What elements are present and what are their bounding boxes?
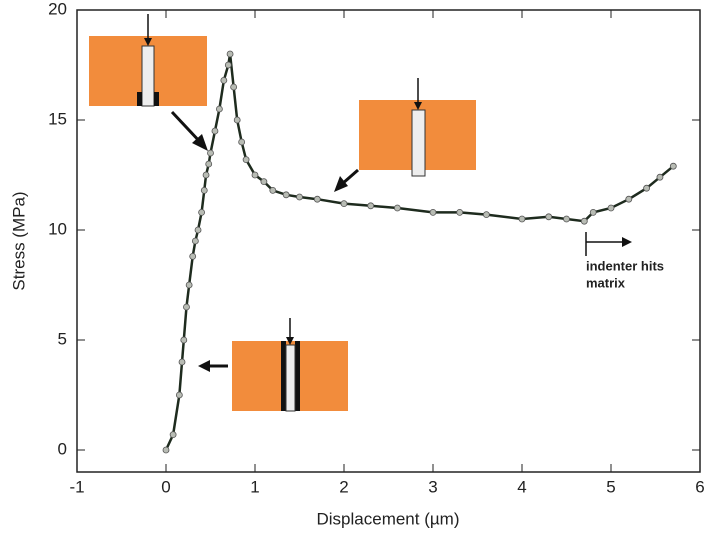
x-tick-label: 0 — [161, 477, 170, 496]
data-point — [175, 391, 183, 399]
x-axis-label: Displacement (µm) — [317, 509, 460, 528]
annotation: matrix — [586, 275, 626, 290]
data-point — [191, 237, 199, 245]
data-point — [669, 162, 677, 170]
data-point — [429, 208, 437, 216]
data-point — [226, 50, 234, 58]
x-tick-label: 1 — [250, 477, 259, 496]
data-point — [180, 336, 188, 344]
data-point — [456, 208, 464, 216]
data-point — [393, 204, 401, 212]
data-point — [589, 208, 597, 216]
x-tick-label: 3 — [428, 477, 437, 496]
data-point — [313, 195, 321, 203]
data-point — [230, 83, 238, 91]
data-point — [607, 204, 615, 212]
data-point — [367, 202, 375, 210]
data-point — [169, 431, 177, 439]
data-point — [198, 208, 206, 216]
data-point — [220, 77, 228, 84]
data-point — [545, 213, 553, 221]
inset-top-left — [89, 14, 207, 107]
data-point — [189, 252, 197, 260]
data-point — [482, 211, 490, 219]
data-point — [178, 358, 186, 366]
data-point — [238, 138, 246, 146]
data-point — [205, 160, 213, 168]
x-tick-label: 2 — [339, 477, 348, 496]
data-point — [185, 281, 193, 289]
data-point — [183, 303, 190, 311]
annotation: indenter hits — [586, 258, 664, 273]
plot-frame — [76, 9, 701, 473]
data-point — [340, 200, 348, 208]
data-point — [580, 217, 588, 225]
data-point — [563, 215, 570, 223]
y-tick-label: 0 — [58, 439, 67, 458]
data-point — [211, 127, 219, 135]
data-point — [296, 193, 303, 201]
inset-middle — [359, 78, 476, 177]
data-point — [242, 156, 250, 164]
data-point — [224, 61, 232, 69]
data-point — [162, 446, 170, 454]
data-point — [200, 186, 208, 194]
data-point — [194, 226, 202, 234]
data-point — [269, 186, 277, 194]
y-tick-label: 20 — [48, 0, 67, 18]
pointer-arrows — [170, 110, 632, 372]
data-line — [164, 53, 675, 451]
x-tick-label: 6 — [695, 477, 704, 496]
x-tick-label: -1 — [69, 477, 84, 496]
y-tick-label: 10 — [48, 219, 67, 238]
x-tick-label: 4 — [517, 477, 526, 496]
inset-bottom — [232, 318, 348, 412]
data-point — [207, 149, 214, 157]
data-point — [625, 195, 633, 203]
x-tick-label: 5 — [606, 477, 615, 496]
y-tick-label: 5 — [58, 329, 67, 348]
data-point — [202, 171, 210, 179]
data-point — [251, 171, 259, 179]
data-point — [282, 191, 290, 199]
data-point — [656, 173, 664, 181]
data-point — [518, 215, 526, 223]
data-point — [643, 184, 650, 192]
y-tick-label: 15 — [48, 109, 67, 128]
data-point — [260, 178, 268, 186]
data-point — [233, 116, 241, 124]
y-axis-label: Stress (MPa) — [9, 191, 28, 290]
data-point — [215, 105, 223, 113]
